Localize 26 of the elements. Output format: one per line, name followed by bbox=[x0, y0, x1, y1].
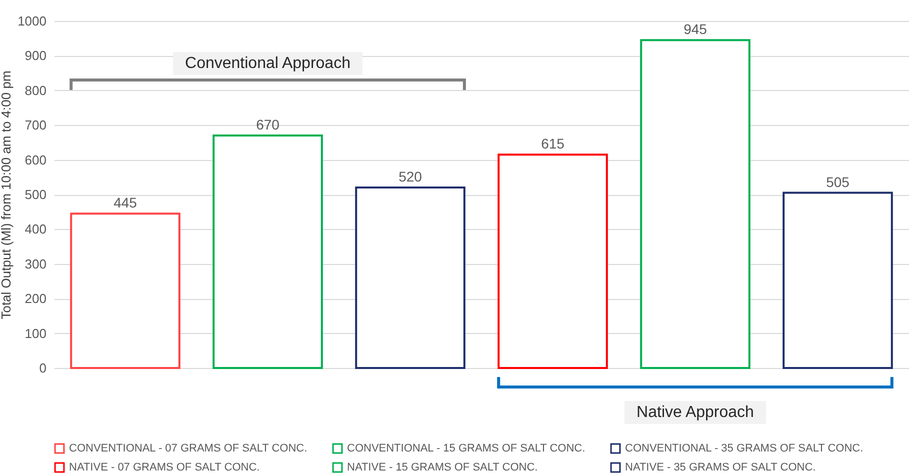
legend-label: NATIVE - 35 GRAMS OF SALT CONC. bbox=[625, 462, 816, 474]
legend-label: CONVENTIONAL - 35 GRAMS OF SALT CONC. bbox=[625, 442, 864, 455]
y-tick-label: 1000 bbox=[18, 14, 46, 28]
y-tick-label: 400 bbox=[24, 222, 46, 237]
y-tick-label: 200 bbox=[24, 291, 46, 306]
y-tick-label: 900 bbox=[24, 48, 46, 64]
data-label: 945 bbox=[684, 21, 708, 38]
data-label: 615 bbox=[541, 136, 565, 152]
legend-label: NATIVE - 07 GRAMS OF SALT CONC. bbox=[69, 462, 260, 474]
y-tick-label: 500 bbox=[24, 187, 46, 202]
data-label: 445 bbox=[114, 194, 138, 211]
legend-label: CONVENTIONAL - 15 GRAMS OF SALT CONC. bbox=[347, 442, 586, 455]
annotation: Conventional Approach bbox=[185, 54, 350, 72]
data-label: 520 bbox=[398, 168, 422, 185]
y-axis-title: Total Output (Ml) from 10:00 am to 4:00 pm bbox=[0, 70, 14, 320]
data-label: 505 bbox=[826, 174, 850, 190]
legend-label: NATIVE - 15 GRAMS OF SALT CONC. bbox=[347, 462, 538, 474]
text: Native Approach bbox=[636, 404, 754, 421]
legend-label: CONVENTIONAL - 07 GRAMS OF SALT CONC. bbox=[69, 442, 308, 455]
y-tick-label: 100 bbox=[24, 326, 46, 341]
y-tick-label: 0 bbox=[39, 360, 46, 376]
y-tick-label: 300 bbox=[24, 256, 46, 272]
data-label: 670 bbox=[256, 116, 280, 133]
y-tick-label: 800 bbox=[24, 82, 46, 98]
y-tick-label: 700 bbox=[24, 118, 46, 133]
y-tick-label: 600 bbox=[24, 152, 46, 168]
